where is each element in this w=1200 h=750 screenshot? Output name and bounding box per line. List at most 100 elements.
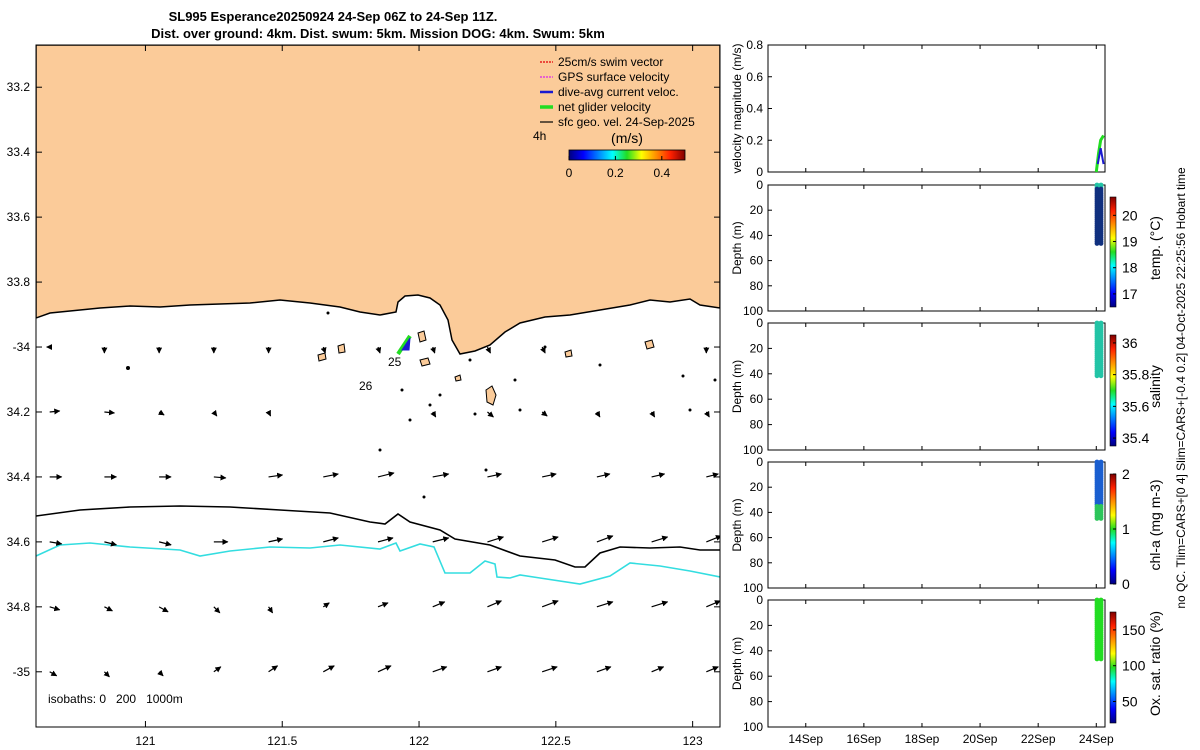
map-panel: 121 121.5 122 122.5 123 33.233.433.633.8-343…: [7, 44, 721, 748]
figure-title-line1: SL995 Esperance20250924 24-Sep 06Z to 24…: [169, 9, 498, 24]
salinity-y-axis-label: Depth (m): [730, 360, 744, 413]
chla-y-tick-label: 0: [756, 455, 763, 469]
glider-track: [396, 334, 412, 356]
geo-velocity-arrow: [706, 666, 719, 673]
geo-velocity-arrow: [596, 600, 614, 608]
temp-panel: 0 20 40 60 80 100 Depth (m) 17 18 19 20 temp. (°C): [730, 178, 1163, 318]
salinity-colorbar-tick-label: 36: [1122, 335, 1138, 351]
salinity-y-tick-label: 60: [750, 392, 764, 406]
salinity-colorbar-tick-label: 35.4: [1122, 430, 1149, 446]
map-colorbar-label: (m/s): [611, 130, 643, 146]
chla-panel: 0 20 40 60 80 100 Depth (m) 0 1 2 chl-a (mg m-3): [730, 455, 1163, 595]
map-x-tick-label: 122.5: [541, 734, 571, 748]
temp-y-axis-label: Depth (m): [730, 221, 744, 274]
velocity-y-tick-label: 0.2: [746, 133, 763, 147]
geo-velocity-arrow: [596, 665, 612, 673]
geo-velocity-arrow: [158, 606, 169, 613]
map-x-tick-label: 121: [135, 734, 155, 748]
svg-text:dive-avg current veloc.: dive-avg current veloc.: [558, 85, 679, 99]
temp-colorbar-tick-label: 19: [1122, 234, 1138, 250]
oxygen-y-tick-label: 60: [750, 669, 764, 683]
velocity-y-tick-label: 0.4: [746, 102, 763, 116]
map-colorbar-tick-label: 0.4: [653, 166, 670, 180]
geo-velocity-arrow: [430, 410, 437, 418]
temp-colorbar-tick-label: 18: [1122, 260, 1138, 276]
geo-velocity-arrow: [706, 472, 719, 479]
geo-velocity-arrow: [103, 670, 110, 678]
geo-velocity-arrow: [157, 409, 165, 416]
geo-velocity-arrow: [596, 534, 614, 543]
chla-colorbar-tick-label: 1: [1122, 521, 1130, 537]
geo-velocity-arrow: [213, 666, 222, 673]
map-y-tick-label: -34: [13, 340, 31, 354]
qc-info-text: no QC. Tlim=CARS+[0 4] Slim=CARS+[-0.4 0…: [1174, 167, 1188, 609]
oxygen-plot-frame: [767, 599, 1106, 728]
dive-avg-current: [401, 337, 411, 351]
map-colorbar-tick-label: 0: [566, 166, 573, 180]
salinity-colorbar: [1109, 334, 1117, 447]
geo-velocity-arrow: [49, 605, 61, 612]
chla-y-tick-label: 80: [750, 556, 764, 570]
chla-y-tick-label: 60: [750, 531, 764, 545]
legend-item-dive-avg-current: dive-avg current veloc.: [540, 85, 679, 99]
velocity-y-tick-label: 0.6: [746, 70, 763, 84]
salinity-y-tick-label: 40: [750, 367, 764, 381]
map-frame: [35, 44, 721, 728]
oxygen-y-tick-label: 80: [750, 695, 764, 709]
salinity-y-tick-label: 80: [750, 418, 764, 432]
map-y-axis: 33.2 33.4 33.6 33.8 -34 34.2 34.4 34.6 34.8 -35: [7, 80, 720, 679]
oxygen-y-axis-label: Depth (m): [730, 637, 744, 690]
oxygen-panel: 0 20 40 60 80 100 14Sep 16Sep 18Sep 20Sep 22Sep 24S…: [730, 593, 1163, 746]
oxygen-colorbar-label: Ox. sat. ratio (%): [1147, 611, 1163, 716]
geo-velocity-arrow: [432, 471, 450, 478]
islands: [317, 330, 655, 406]
geo-velocity-arrow: [487, 600, 502, 608]
oxygen-colorbar-tick-label: 50: [1122, 694, 1138, 710]
temp-profile-point: [1098, 241, 1104, 246]
temp-y-tick-label: 60: [750, 254, 764, 268]
geo-velocity-arrow: [213, 606, 221, 614]
track-label-26: 26: [359, 379, 373, 393]
geo-velocity-arrow: [651, 600, 669, 608]
geo-velocity-arrow: [541, 535, 559, 543]
geo-velocity-arrow: [487, 535, 505, 543]
salinity-colorbar-tick-label: 35.8: [1122, 367, 1149, 383]
map-x-tick-label: 122: [409, 734, 429, 748]
geo-velocity-arrow: [322, 665, 335, 673]
temp-y-tick-label: 0: [756, 178, 763, 192]
geo-velocity-arrow: [377, 536, 394, 543]
temp-plot-frame: [767, 184, 1106, 312]
geo-velocity-arrow: [540, 346, 546, 354]
oxygen-colorbar: [1109, 611, 1117, 724]
salinity-profile-point: [1094, 373, 1100, 379]
geo-velocity-arrow: [158, 540, 172, 547]
salinity-y-tick-label: 20: [750, 341, 764, 355]
velocity-plot-frame: [767, 44, 1106, 173]
legend-item-sfc-geo-velocity: sfc geo. vel. 24-Sep-2025: [540, 115, 695, 129]
salinity-plot-frame: [767, 322, 1106, 451]
time-tick-label: 24Sep: [1079, 732, 1114, 746]
isobaths-label: isobaths: 0 200 1000m: [48, 692, 183, 706]
svg-text:GPS surface velocity: GPS surface velocity: [558, 70, 669, 84]
geo-velocity-arrow: [104, 605, 113, 612]
geo-velocity-arrow: [49, 540, 63, 546]
geo-velocity-arrow: [651, 666, 665, 673]
oxygen-y-tick-label: 40: [750, 644, 764, 658]
map-y-tick-label: 34.8: [7, 600, 31, 614]
oxygen-y-tick-label: 100: [743, 720, 763, 734]
svg-text:25cm/s swim vector: 25cm/s swim vector: [558, 55, 663, 69]
geo-velocity-arrow: [157, 669, 164, 677]
geo-velocity-arrow: [432, 601, 446, 608]
map-x-tick-label: 121.5: [267, 734, 297, 748]
oxygen-profile-point: [1098, 656, 1104, 662]
geo-velocity-arrow: [487, 665, 503, 673]
legend-item-net-glider-velocity: net glider velocity: [540, 100, 651, 114]
temp-colorbar-tick-label: 20: [1122, 207, 1138, 223]
geo-velocity-arrow: [268, 537, 284, 543]
isobath-1000: [36, 541, 720, 585]
oxygen-profile-point: [1094, 656, 1100, 662]
map-colorbar: (m/s) 0 0.2 0.4: [566, 130, 686, 180]
